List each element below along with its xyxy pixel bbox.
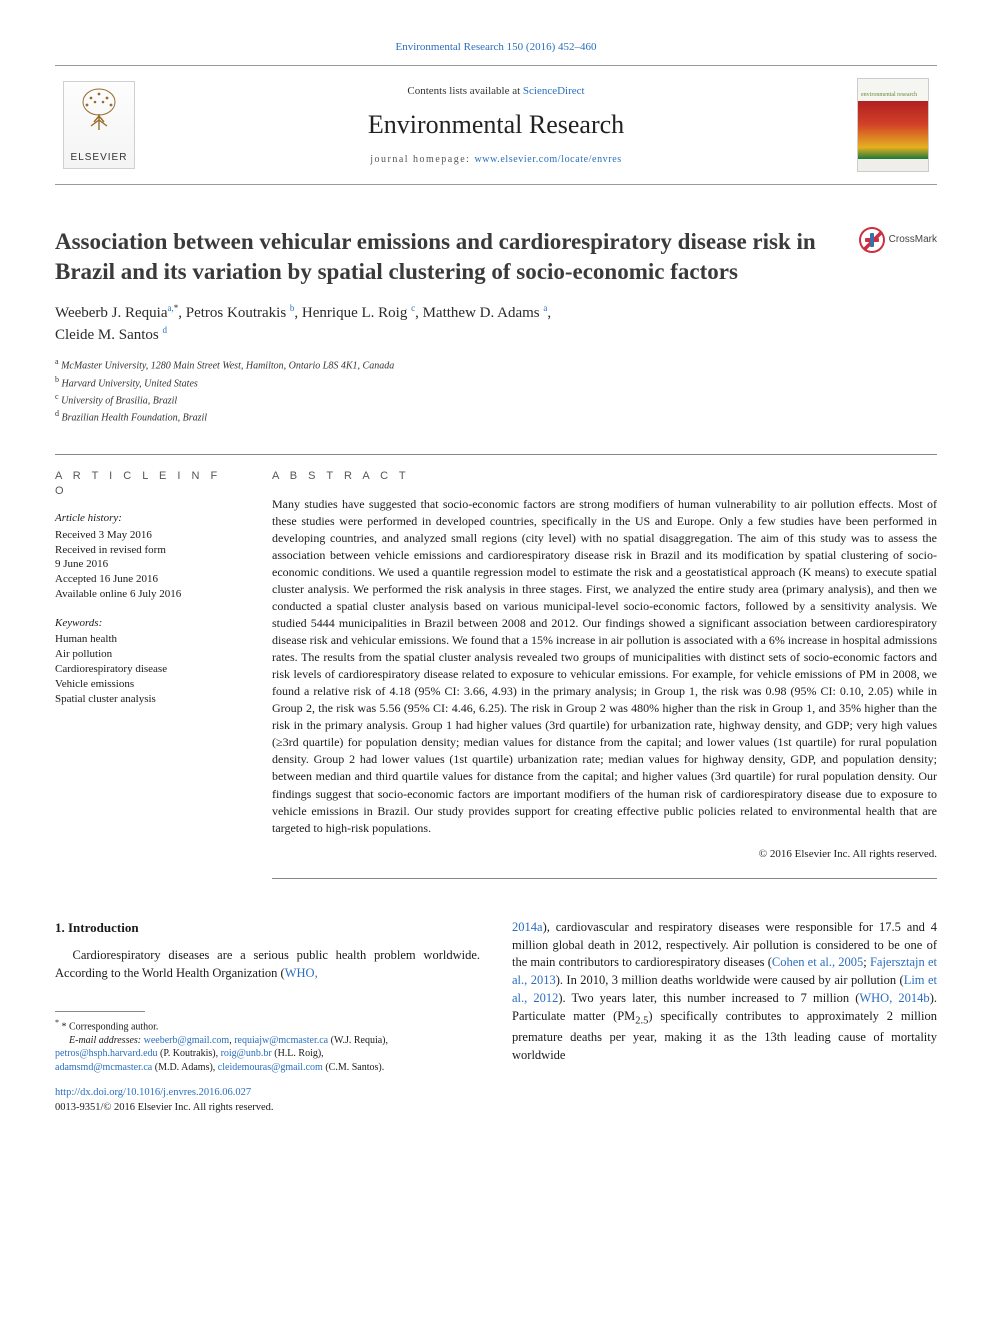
sciencedirect-link[interactable]: ScienceDirect — [523, 85, 585, 97]
email-tail: (M.D. Adams), — [152, 1062, 218, 1073]
article-history-label: Article history: — [55, 511, 240, 526]
citation-link[interactable]: WHO, — [285, 966, 318, 980]
body-text: Cardiorespiratory diseases are a serious… — [55, 948, 480, 980]
aff-text: Brazilian Health Foundation, Brazil — [59, 413, 207, 424]
affiliation-b: b Harvard University, United States — [55, 374, 937, 391]
doi-link[interactable]: http://dx.doi.org/10.1016/j.envres.2016.… — [55, 1087, 251, 1098]
keyword: Spatial cluster analysis — [55, 692, 240, 707]
aff-text: University of Brasilia, Brazil — [59, 395, 178, 406]
history-received: Received 3 May 2016 — [55, 528, 240, 543]
email-line-3: adamsmd@mcmaster.ca (M.D. Adams), cleide… — [55, 1061, 480, 1075]
homepage-line: journal homepage: www.elsevier.com/locat… — [153, 153, 839, 167]
affiliation-a: a McMaster University, 1280 Main Street … — [55, 356, 937, 373]
cover-title-strip: environmental research — [858, 79, 928, 101]
contents-prefix: Contents lists available at — [407, 85, 522, 97]
abstract-copyright: © 2016 Elsevier Inc. All rights reserved… — [272, 847, 937, 862]
author-1: Weeberb J. Requia — [55, 305, 168, 321]
crossmark-label: CrossMark — [889, 233, 937, 247]
author-3: , Henrique L. Roig — [294, 305, 407, 321]
email-tail: (H.L. Roig), — [272, 1048, 324, 1059]
email-link[interactable]: weeberb@gmail.com — [144, 1035, 230, 1046]
citation-link[interactable]: 2014a — [512, 920, 543, 934]
email-link[interactable]: petros@hsph.harvard.edu — [55, 1048, 158, 1059]
crossmark-icon — [859, 227, 885, 253]
intro-paragraph-left: Cardiorespiratory diseases are a serious… — [55, 947, 480, 983]
keyword: Cardiorespiratory disease — [55, 662, 240, 677]
body-text: ; — [863, 955, 870, 969]
affiliation-d: d Brazilian Health Foundation, Brazil — [55, 408, 937, 425]
history-online: Available online 6 July 2016 — [55, 587, 240, 602]
journal-name: Environmental Research — [153, 107, 839, 143]
homepage-prefix: journal homepage: — [370, 154, 474, 165]
intro-paragraph-right: 2014a), cardiovascular and respiratory d… — [512, 919, 937, 1065]
email-link[interactable]: requiajw@mcmaster.ca — [234, 1035, 328, 1046]
history-revised-2: 9 June 2016 — [55, 557, 240, 572]
footnote-rule — [55, 1011, 145, 1012]
abstract-text: Many studies have suggested that socio-e… — [272, 496, 937, 837]
aff-text: McMaster University, 1280 Main Street We… — [59, 361, 395, 372]
email-link[interactable]: adamsmd@mcmaster.ca — [55, 1062, 152, 1073]
author-list: Weeberb J. Requiaa,*, Petros Koutrakis b… — [55, 302, 937, 346]
email-label: E-mail addresses: — [69, 1035, 144, 1046]
keyword: Vehicle emissions — [55, 677, 240, 692]
affiliations: a McMaster University, 1280 Main Street … — [55, 356, 937, 425]
aff-text: Harvard University, United States — [59, 378, 198, 389]
tree-icon — [77, 86, 121, 147]
doi-block: http://dx.doi.org/10.1016/j.envres.2016.… — [55, 1086, 480, 1116]
section-1-heading: 1. Introduction — [55, 919, 480, 937]
history-accepted: Accepted 16 June 2016 — [55, 572, 240, 587]
email-tail: (W.J. Requia), — [328, 1035, 388, 1046]
article-title: Association between vehicular emissions … — [55, 227, 841, 286]
keyword: Air pollution — [55, 647, 240, 662]
crossmark-widget[interactable]: CrossMark — [859, 227, 937, 253]
email-link[interactable]: cleidemouras@gmail.com — [218, 1062, 323, 1073]
email-line-1: E-mail addresses: weeberb@gmail.com, req… — [55, 1034, 480, 1048]
email-tail: (P. Koutrakis), — [158, 1048, 221, 1059]
cover-footer-strip — [858, 159, 928, 171]
homepage-link[interactable]: www.elsevier.com/locate/envres — [474, 154, 621, 165]
article-info-heading: A R T I C L E I N F O — [55, 469, 240, 500]
footnotes: * * Corresponding author. E-mail address… — [55, 1018, 480, 1074]
affiliation-c: c University of Brasilia, Brazil — [55, 391, 937, 408]
body-text: ). Two years later, this number increase… — [558, 991, 859, 1005]
body-text: ). In 2010, 3 million deaths worldwide w… — [556, 973, 904, 987]
author-4: , Matthew D. Adams — [415, 305, 540, 321]
cover-art — [858, 101, 928, 159]
author-5-aff: d — [163, 325, 168, 335]
history-revised-1: Received in revised form — [55, 543, 240, 558]
elsevier-brand-text: ELSEVIER — [71, 151, 128, 165]
email-tail: (C.M. Santos). — [323, 1062, 384, 1073]
keyword: Human health — [55, 632, 240, 647]
journal-cover-thumbnail: environmental research — [857, 78, 929, 172]
journal-header: ELSEVIER Contents lists available at Sci… — [55, 65, 937, 185]
journal-ref-top: Environmental Research 150 (2016) 452–46… — [55, 40, 937, 55]
author-5: Cleide M. Santos — [55, 327, 159, 343]
abstract-heading: A B S T R A C T — [272, 469, 937, 484]
corr-label: * Corresponding author. — [62, 1021, 159, 1032]
corresponding-author-note: * * Corresponding author. — [55, 1018, 480, 1034]
author-sep: , — [547, 305, 551, 321]
email-link[interactable]: roig@unb.br — [221, 1048, 272, 1059]
pm25-subscript: 2.5 — [635, 1015, 648, 1026]
keywords-label: Keywords: — [55, 616, 240, 631]
elsevier-logo: ELSEVIER — [63, 81, 135, 169]
citation-link[interactable]: WHO, 2014b — [859, 991, 929, 1005]
email-line-2: petros@hsph.harvard.edu (P. Koutrakis), … — [55, 1047, 480, 1061]
author-2: , Petros Koutrakis — [178, 305, 286, 321]
citation-link[interactable]: Cohen et al., 2005 — [772, 955, 863, 969]
issn-copyright: 0013-9351/© 2016 Elsevier Inc. All right… — [55, 1101, 480, 1116]
contents-lists-line: Contents lists available at ScienceDirec… — [153, 84, 839, 99]
